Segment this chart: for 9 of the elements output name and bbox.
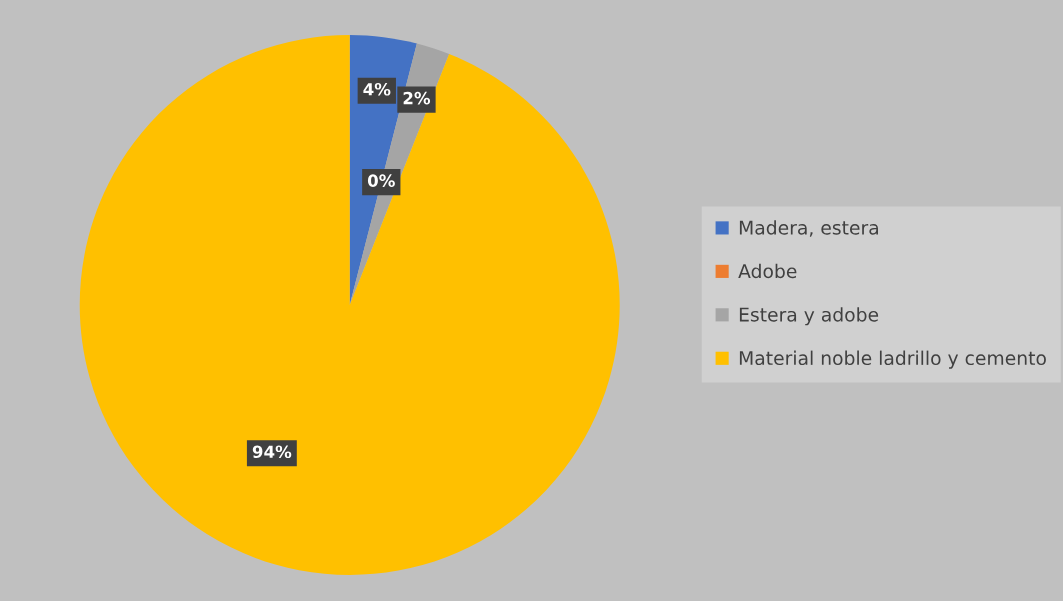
data-label: 2% bbox=[403, 91, 431, 105]
data-label: 94% bbox=[252, 445, 292, 459]
legend-label: Madera, estera bbox=[739, 220, 878, 237]
data-label: 4% bbox=[363, 82, 391, 96]
legend-label: Material noble ladrillo y cemento bbox=[739, 350, 1046, 369]
text: 0% bbox=[367, 174, 395, 187]
pie-slice bbox=[79, 35, 620, 576]
legend-label: Adobe bbox=[738, 263, 797, 279]
legend-label: Estera y adobe bbox=[739, 307, 879, 326]
